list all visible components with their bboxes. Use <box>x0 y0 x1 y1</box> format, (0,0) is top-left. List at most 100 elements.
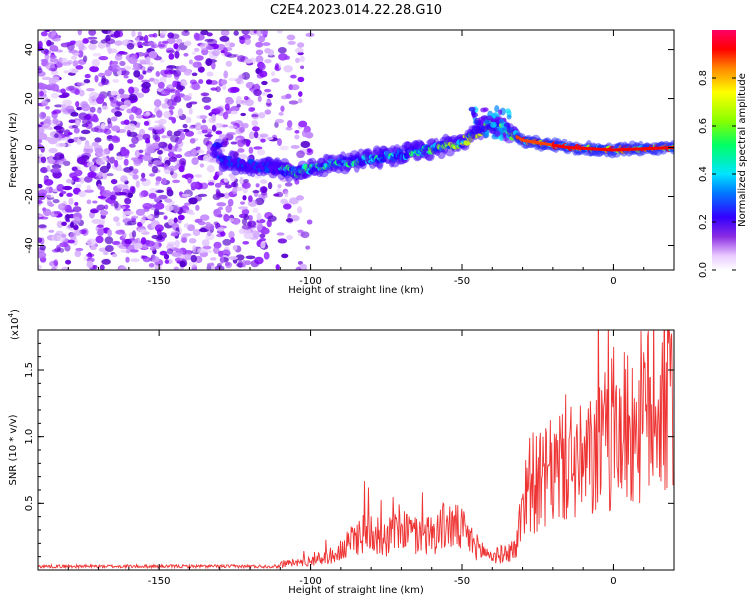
spectrogram-cell <box>72 60 79 67</box>
spectrogram-cell <box>238 206 248 210</box>
spectrogram-cell <box>228 217 235 222</box>
spectrogram-cell <box>241 181 251 189</box>
spectrogram-cell <box>50 92 59 99</box>
spectrogram-cell <box>50 267 57 270</box>
spectrogram-cell <box>298 120 308 128</box>
spectrogram-cell <box>230 110 238 115</box>
spectrogram-cell <box>117 51 126 55</box>
spectrogram-cell <box>238 74 245 80</box>
spectrogram-cell <box>233 30 239 36</box>
spectrogram-cell <box>39 111 46 120</box>
spectrogram-cell <box>203 137 210 146</box>
spectrogram-cell <box>114 200 119 209</box>
spectrogram-cell <box>52 156 63 161</box>
spectrogram-cell <box>263 251 270 260</box>
spectrogram-cell <box>588 147 591 151</box>
spectrogram-cell <box>568 146 571 150</box>
spectrogram-cell <box>161 135 167 139</box>
spectrogram-cell <box>90 245 97 251</box>
spectrogram-cell <box>100 39 108 44</box>
spectrogram-cell <box>110 116 118 122</box>
spectrogram-cell <box>86 199 92 205</box>
spectrogram-cell <box>253 131 259 139</box>
spectrogram-cell <box>619 148 622 152</box>
spectrogram-cell <box>176 38 183 44</box>
snr-y-tick-label: 1.5 <box>24 362 35 378</box>
spectrogram-cell <box>655 146 658 150</box>
spectrogram-cell <box>227 198 234 207</box>
spectrogram-cell <box>109 194 117 201</box>
spectrogram-cell <box>526 139 529 143</box>
spectrogram-cell <box>232 218 240 226</box>
spectrogram-cell <box>495 130 501 137</box>
spectrogram-cell <box>68 67 78 74</box>
spectrogram-cell <box>242 187 248 194</box>
spectrogram-cell <box>305 131 314 139</box>
spectrogram-cell <box>135 92 145 99</box>
spectrogram-cell <box>111 135 119 141</box>
spectrogram-cell <box>63 241 69 247</box>
spectrogram-cell <box>97 224 104 228</box>
spectrogram-cell <box>38 67 43 74</box>
spectrogram-cell <box>235 254 245 261</box>
spectrogram-cell <box>189 212 196 216</box>
spectrogram-cell <box>644 147 647 151</box>
spectrogram-cell <box>73 127 80 134</box>
spectrogram-cell <box>61 233 67 238</box>
spectrogram-cell <box>113 216 120 223</box>
spectrogram-cell <box>80 129 91 135</box>
spectrogram-cell <box>570 146 573 150</box>
spectrogram-y-axis-label: Frequency (Hz) <box>8 112 19 188</box>
spectrogram-cell <box>74 229 82 236</box>
spectrogram-cell <box>256 149 266 156</box>
spectrogram-cell <box>169 134 179 143</box>
colorbar-tick-label: 0.2 <box>698 214 709 230</box>
spectrogram-cell <box>46 165 51 172</box>
spectrogram-cell <box>237 55 246 63</box>
spectrogram-cell <box>285 218 294 223</box>
spectrogram-cell <box>64 214 70 222</box>
spectrogram-cell <box>119 94 130 99</box>
spectrogram-y-tick-label: 20 <box>24 92 35 105</box>
snr-series-line <box>38 330 674 570</box>
spectrogram-cell <box>252 126 260 132</box>
colorbar-tick-label: 0.6 <box>698 118 709 134</box>
spectrogram-cell <box>55 89 65 93</box>
spectrogram-cell <box>152 125 163 130</box>
spectrogram-cell <box>197 220 206 226</box>
spectrogram-cell <box>163 111 171 119</box>
spectrogram-cell <box>128 166 134 171</box>
spectrogram-cell <box>86 238 97 247</box>
spectrogram-cell <box>163 215 168 220</box>
spectrogram-cell <box>88 43 97 51</box>
spectrogram-cell <box>123 75 129 79</box>
spectrogram-cell <box>252 207 259 214</box>
spectrogram-cell <box>230 105 240 112</box>
spectrogram-cell <box>478 116 486 122</box>
spectrogram-cell <box>38 124 42 128</box>
spectrogram-cell <box>480 107 487 113</box>
spectrogram-cell <box>230 175 236 182</box>
spectrogram-cell <box>163 253 170 260</box>
spectrogram-cell <box>173 96 182 103</box>
spectrogram-cell <box>59 143 67 147</box>
colorbar-ticks: 0.0 0.2 0.4 0.6 0.8 <box>698 70 736 278</box>
spectrogram-cell <box>86 184 91 191</box>
spectrogram-cell <box>61 61 72 66</box>
spectrogram-cell <box>220 79 228 85</box>
spectrogram-cell <box>67 132 73 136</box>
spectrogram-cell <box>74 201 79 206</box>
spectrogram-cell <box>165 70 174 75</box>
spectrogram-cell <box>108 143 114 151</box>
spectrogram-cell <box>597 147 600 151</box>
spectrogram-cell <box>137 31 142 37</box>
spectrogram-cell <box>240 112 247 117</box>
spectrogram-cell <box>51 167 62 174</box>
spectrogram-cell <box>213 208 222 216</box>
spectrogram-cell <box>38 132 48 140</box>
spectrogram-cell <box>125 249 131 254</box>
spectrogram-cell <box>48 203 55 207</box>
spectrogram-cell <box>81 118 92 125</box>
spectrogram-cell <box>214 138 224 147</box>
spectrogram-cell <box>76 106 83 111</box>
